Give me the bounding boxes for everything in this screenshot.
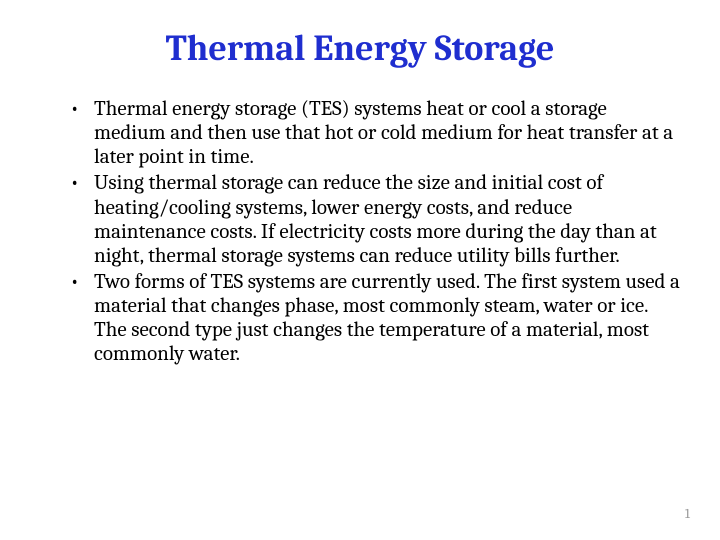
slide-container: Thermal Energy Storage Thermal energy st… bbox=[0, 0, 720, 540]
slide-title: Thermal Energy Storage bbox=[40, 28, 680, 69]
bullet-item: Thermal energy storage (TES) systems hea… bbox=[70, 97, 680, 169]
bullet-item: Using thermal storage can reduce the siz… bbox=[70, 171, 680, 268]
bullet-list: Thermal energy storage (TES) systems hea… bbox=[40, 97, 680, 367]
page-number: 1 bbox=[685, 505, 690, 522]
bullet-item: Two forms of TES systems are currently u… bbox=[70, 270, 680, 367]
